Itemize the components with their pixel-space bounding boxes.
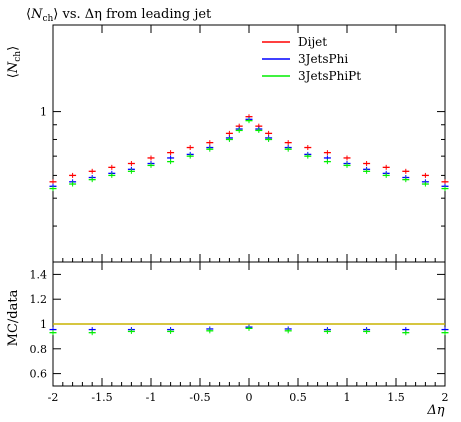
ratio-panel: -2 -1.5 -1 -0.5 0 0.5 1 1.5 2 0.6 0.8 1 1.2 1.4 (30, 261, 449, 404)
ratio-y-tick-label: 1.2 (30, 293, 48, 306)
x-tick-label: 2 (442, 391, 449, 404)
main-ylabel: ⟨Nch⟩ (6, 46, 23, 78)
x-axis-label: Δη (426, 403, 444, 418)
ratio-y-tick-label: 1 (40, 318, 47, 331)
svg-text:MC/data: MC/data (6, 289, 21, 346)
chart-title: ⟨Nch⟩ vs. Δη from leading jet (26, 7, 212, 24)
ratio-ylabel: MC/data (6, 289, 21, 346)
x-tick-label: 0 (246, 391, 253, 404)
legend-label: Dijet (298, 35, 327, 49)
x-tick-label: 1.5 (387, 391, 405, 404)
main-panel: 1 (40, 24, 449, 263)
x-tick-label: -2 (48, 391, 59, 404)
x-tick-label: -0.5 (189, 391, 210, 404)
x-tick-label: 1 (344, 391, 351, 404)
series-3JetsPhiPt (49, 118, 449, 192)
ratio-y-tick-label: 0.8 (30, 343, 48, 356)
ratio-y-tick-label: 1.4 (30, 268, 48, 281)
x-tick-label: -1.5 (91, 391, 112, 404)
main-plot-frame (52, 24, 446, 263)
legend-label: 3JetsPhiPt (298, 69, 361, 83)
svg-text:⟨Nch⟩: ⟨Nch⟩ (6, 46, 23, 78)
legend-label: 3JetsPhi (298, 52, 348, 66)
ratio-y-tick-label: 0.6 (30, 368, 48, 381)
main-y-tick-label: 1 (40, 106, 47, 119)
x-tick-label: -1 (146, 391, 157, 404)
legend: Dijet 3JetsPhi 3JetsPhiPt (262, 35, 361, 83)
ratio-series-3JetsPhiPt (49, 325, 449, 336)
series-3JetsPhi (49, 116, 449, 189)
x-tick-label: 0.5 (289, 391, 307, 404)
series-Dijet (49, 114, 449, 185)
